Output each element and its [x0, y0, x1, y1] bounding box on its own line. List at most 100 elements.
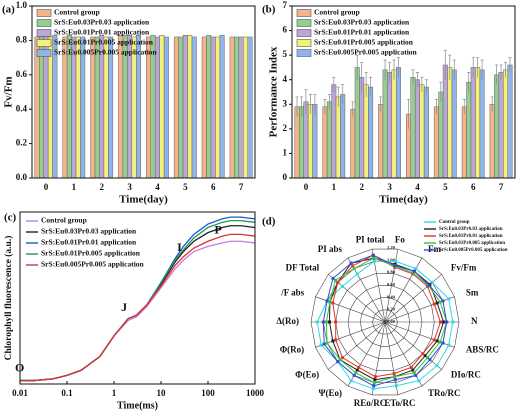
- bar: [466, 81, 472, 179]
- bar: [201, 36, 207, 179]
- bar: [396, 67, 401, 179]
- legend-label: SrS:Eu0.01Pr0.01 application: [54, 28, 150, 37]
- marker: [426, 356, 430, 360]
- legend-swatch: [296, 39, 312, 47]
- bar: [146, 36, 151, 179]
- legend-label: SrS:Eu0.01Pr0.01 application: [314, 28, 410, 37]
- bar: [131, 36, 137, 179]
- marker: [340, 284, 344, 288]
- plot-frame: [19, 211, 256, 385]
- bar: [391, 69, 397, 179]
- axis-label: TRo/RC: [428, 388, 461, 398]
- bar: [498, 72, 504, 179]
- y-tick-label: 6: [283, 25, 288, 35]
- legend-label: Control group: [54, 8, 100, 17]
- bar: [294, 106, 300, 179]
- marker: [325, 341, 329, 345]
- y-tick-label: 0: [283, 172, 288, 182]
- axis-label: Fv/Fm: [451, 263, 477, 273]
- marker: [441, 341, 445, 345]
- marker: [409, 365, 413, 369]
- bar: [182, 34, 188, 179]
- marker: [411, 368, 415, 372]
- y-tick-label: 1: [283, 147, 288, 157]
- x-tick-label: 6: [471, 182, 476, 192]
- axis-label: Φ(Ro): [280, 344, 304, 354]
- bar: [326, 101, 332, 179]
- axis-label: DF Total: [286, 263, 320, 273]
- legend-swatch: [36, 49, 52, 57]
- bar: [210, 36, 216, 179]
- bar: [215, 36, 221, 179]
- annotation: J: [121, 300, 127, 314]
- marker: [334, 338, 338, 342]
- axis-label: Ψ(Eo): [318, 388, 342, 398]
- marker: [427, 283, 431, 287]
- bar: [90, 36, 96, 179]
- bar: [363, 84, 369, 179]
- axis-label: PI abs: [318, 244, 343, 254]
- legend-label: SrS:Eu0.005Pr0.005 application: [54, 48, 158, 57]
- marker: [442, 320, 446, 324]
- marker: [372, 384, 376, 388]
- marker: [328, 320, 331, 324]
- bar: [442, 64, 448, 179]
- y-tick-label: 1.0: [16, 0, 28, 10]
- legend-label: Control group: [439, 220, 470, 225]
- bar: [103, 36, 109, 179]
- bar: [494, 74, 500, 179]
- bar: [247, 36, 253, 179]
- legend-swatch: [36, 39, 52, 47]
- legend-label: SrS:Eu0.005Pr0.005 application: [439, 248, 508, 253]
- bar: [206, 34, 212, 179]
- axis-label: /F abs: [280, 288, 304, 298]
- marker: [447, 297, 451, 301]
- x-axis-label: Time(day): [119, 194, 168, 206]
- bar: [503, 69, 509, 179]
- marker: [371, 253, 375, 257]
- bar: [47, 36, 53, 179]
- y-tick-label: 0.0: [16, 172, 28, 182]
- marker: [372, 259, 376, 263]
- marker: [394, 384, 398, 388]
- marker: [414, 267, 418, 271]
- marker: [417, 379, 421, 383]
- bar: [340, 94, 346, 179]
- marker: [324, 320, 328, 324]
- x-tick-label: 1: [112, 388, 117, 398]
- y-axis-label: Chlorophyll fluorescence (a.u.): [3, 236, 14, 361]
- legend-label: SrS:Eu0.01Pr0.005 application: [41, 249, 141, 258]
- marker: [393, 378, 397, 382]
- legend-swatch: [296, 49, 312, 57]
- bar: [34, 36, 40, 179]
- marker: [441, 299, 445, 303]
- legend-swatch: [296, 9, 312, 17]
- legend-label: SrS:Eu0.005Pr0.005 application: [314, 48, 418, 57]
- bar: [159, 34, 165, 179]
- bar: [382, 69, 388, 179]
- x-tick-label: 0: [304, 182, 309, 192]
- marker: [423, 354, 427, 358]
- x-axis-label: Time(ms): [117, 400, 158, 411]
- marker: [372, 381, 376, 385]
- plot-frame: [31, 5, 256, 179]
- marker: [340, 356, 344, 360]
- bar: [163, 36, 169, 179]
- marker: [411, 271, 415, 275]
- marker: [421, 352, 425, 356]
- annotation: P: [214, 223, 221, 237]
- axis-label: ABS/RC: [466, 344, 499, 354]
- bar: [461, 106, 467, 179]
- marker: [393, 264, 397, 268]
- legend-label: SrS:Eu0.01Pr0.005 application: [439, 241, 505, 246]
- x-tick-label: 10: [157, 388, 167, 398]
- bar: [414, 79, 420, 179]
- bar: [243, 36, 249, 179]
- bar: [154, 36, 160, 179]
- marker: [435, 339, 439, 343]
- x-tick-label: 100: [201, 388, 215, 398]
- marker: [439, 320, 442, 324]
- bar: [71, 36, 77, 179]
- marker: [352, 373, 356, 377]
